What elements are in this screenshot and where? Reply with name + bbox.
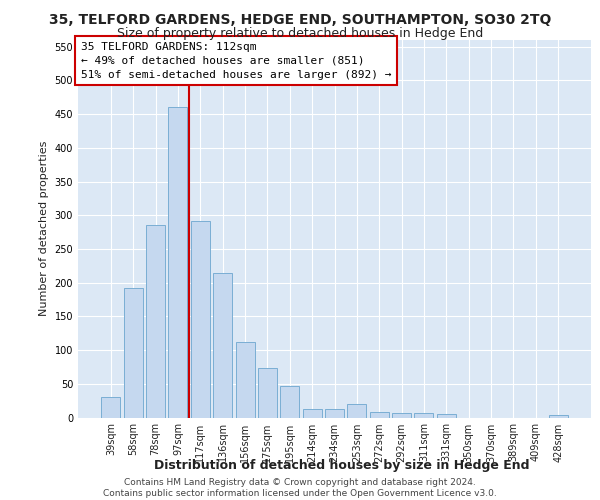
Text: Contains HM Land Registry data © Crown copyright and database right 2024.
Contai: Contains HM Land Registry data © Crown c… (103, 478, 497, 498)
Bar (101, 398, 121, 417)
Bar (415, 414, 433, 418)
Text: 35, TELFORD GARDENS, HEDGE END, SOUTHAMPTON, SO30 2TQ: 35, TELFORD GARDENS, HEDGE END, SOUTHAMP… (49, 12, 551, 26)
Bar (236, 342, 254, 417)
Bar (280, 386, 299, 418)
Bar (124, 288, 143, 418)
Bar (370, 412, 389, 418)
Bar (258, 368, 277, 418)
Text: 35 TELFORD GARDENS: 112sqm
← 49% of detached houses are smaller (851)
51% of sem: 35 TELFORD GARDENS: 112sqm ← 49% of deta… (80, 42, 391, 80)
Bar (146, 226, 165, 418)
Text: Distribution of detached houses by size in Hedge End: Distribution of detached houses by size … (154, 460, 530, 472)
Bar (169, 108, 187, 418)
Bar (325, 408, 344, 418)
Bar (191, 220, 210, 418)
Bar (392, 414, 411, 418)
Bar (213, 272, 232, 418)
Bar (302, 408, 322, 418)
Text: Size of property relative to detached houses in Hedge End: Size of property relative to detached ho… (117, 28, 483, 40)
Y-axis label: Number of detached properties: Number of detached properties (39, 141, 49, 316)
Bar (437, 414, 456, 418)
Bar (347, 404, 367, 417)
Bar (548, 415, 568, 418)
